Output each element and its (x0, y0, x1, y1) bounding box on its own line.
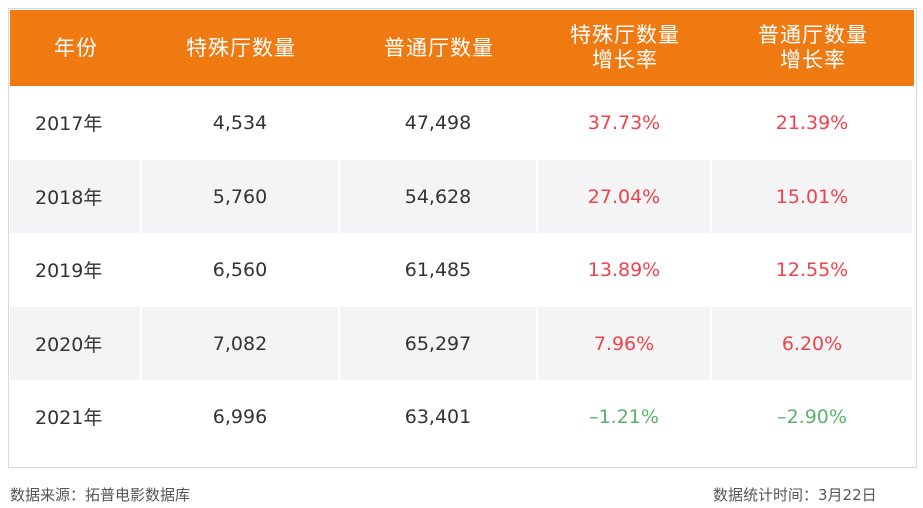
cell-normal-growth: –2.90% (777, 405, 847, 428)
table-header: 年份 特殊厅数量 普通厅数量 特殊厅数量 增长率 普通厅数量 增长率 (10, 10, 914, 86)
cell-year: 2019年 (35, 260, 103, 282)
cell-special-growth: 27.04% (538, 160, 710, 233)
header-special-growth-line2: 增长率 (592, 48, 658, 72)
header-special-growth-line1: 特殊厅数量 (570, 23, 680, 47)
table-row: 2018年 5,760 54,628 27.04% 15.01% (10, 160, 914, 233)
cell-year: 2018年 (10, 160, 140, 233)
stat-time-note: 数据统计时间：3月22日 (713, 486, 877, 504)
cell-normal-growth: 15.01% (712, 160, 912, 233)
header-normal-count: 普通厅数量 (340, 10, 538, 86)
header-special-count-label: 特殊厅数量 (186, 35, 296, 60)
cell-special-growth: 13.89% (587, 258, 661, 281)
table-row: 2021年 6,996 63,401 –1.21% –2.90% (10, 380, 914, 453)
cell-special-growth: 7.96% (538, 307, 710, 380)
cell-special-count: 6,560 (212, 258, 268, 281)
table-row: 2020年 7,082 65,297 7.96% 6.20% (10, 307, 914, 380)
source-note: 数据来源：拓普电影数据库 (10, 486, 191, 504)
header-normal-count-label: 普通厅数量 (384, 35, 494, 60)
cell-special-count: 6,996 (212, 405, 268, 428)
cell-normal-count: 63,401 (404, 405, 472, 428)
header-special-growth: 特殊厅数量 增长率 (538, 10, 712, 86)
table-row: 2017年 4,534 47,498 37.73% 21.39% (10, 86, 914, 159)
header-normal-growth-line1: 普通厅数量 (758, 23, 868, 47)
cell-special-count: 4,534 (212, 111, 268, 134)
cell-year: 2017年 (35, 113, 103, 135)
cell-special-count: 5,760 (142, 160, 338, 233)
cell-normal-growth: 12.55% (775, 258, 849, 281)
cell-special-growth: –1.21% (589, 405, 659, 428)
cell-normal-count: 47,498 (404, 111, 472, 134)
cell-normal-count: 61,485 (404, 258, 472, 281)
table-row: 2019年 6,560 61,485 13.89% 12.55% (10, 233, 914, 306)
cell-special-growth: 37.73% (587, 111, 661, 134)
header-year-label: 年份 (54, 35, 98, 60)
cell-special-count: 7,082 (142, 307, 338, 380)
cell-normal-growth: 21.39% (775, 111, 849, 134)
header-normal-growth: 普通厅数量 增长率 (712, 10, 914, 86)
cell-normal-count: 65,297 (340, 307, 536, 380)
cell-normal-count: 54,628 (340, 160, 536, 233)
header-special-count: 特殊厅数量 (142, 10, 340, 86)
header-year: 年份 (10, 10, 142, 86)
header-normal-growth-line2: 增长率 (780, 48, 846, 72)
cell-normal-growth: 6.20% (712, 307, 912, 380)
cell-year: 2020年 (10, 307, 140, 380)
cell-year: 2021年 (35, 407, 103, 429)
